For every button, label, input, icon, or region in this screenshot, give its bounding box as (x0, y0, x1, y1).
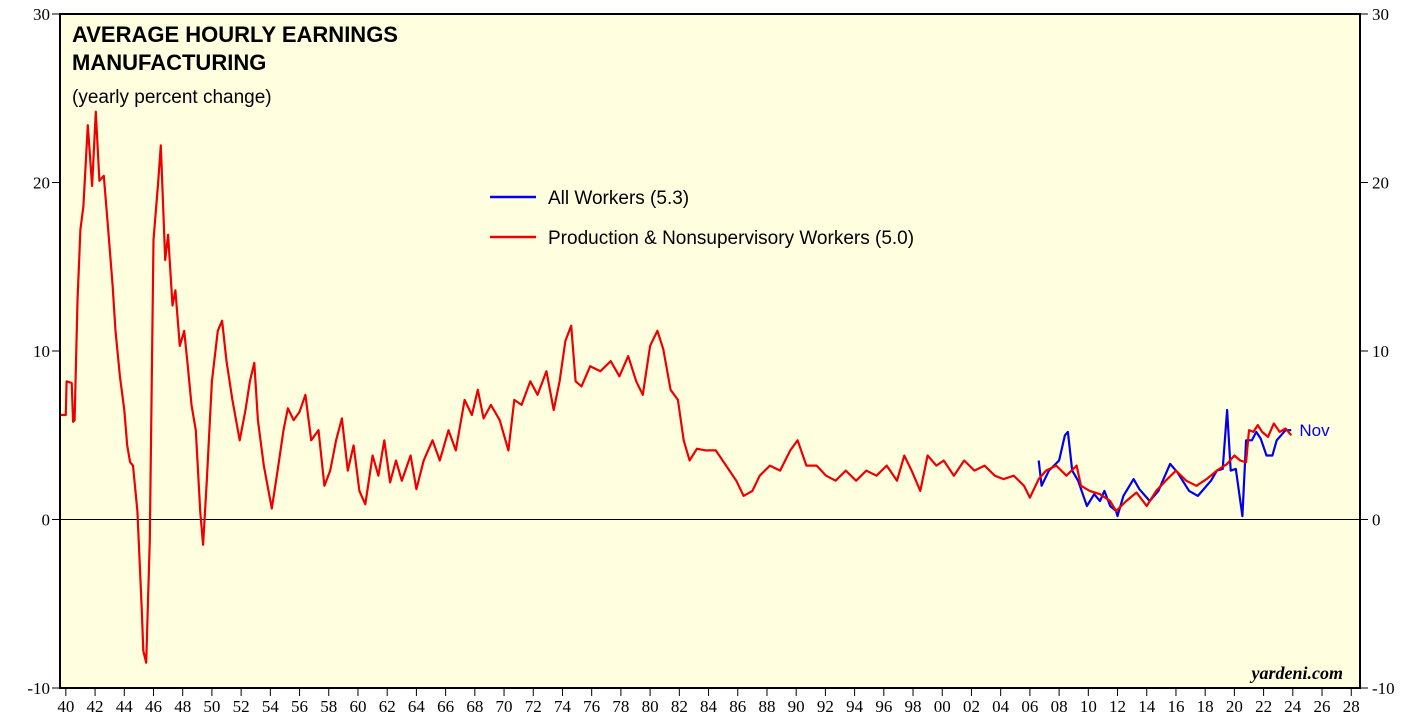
x-tick-label: 24 (1284, 697, 1302, 716)
y2-tick-label: 20 (1372, 174, 1389, 193)
y2-tick-label: -10 (1372, 679, 1395, 698)
x-tick-label: 44 (116, 697, 134, 716)
chart-subtitle: (yearly percent change) (72, 87, 272, 108)
y2-tick-label: 10 (1372, 342, 1389, 361)
x-tick-label: 16 (1167, 697, 1184, 716)
x-tick-label: 66 (437, 697, 454, 716)
legend-label: All Workers (5.3) (548, 188, 689, 209)
x-tick-label: 10 (1080, 697, 1097, 716)
x-tick-label: 64 (408, 697, 426, 716)
chart-title: AVERAGE HOURLY EARNINGS (72, 22, 398, 47)
x-tick-label: 98 (905, 697, 922, 716)
x-tick-label: 40 (57, 697, 74, 716)
x-tick-label: 62 (379, 697, 396, 716)
end-label: Nov (1299, 421, 1330, 440)
x-tick-label: 06 (1021, 697, 1038, 716)
x-tick-label: 74 (554, 697, 572, 716)
legend-label: Production & Nonsupervisory Workers (5.0… (548, 228, 914, 249)
x-tick-label: 46 (145, 697, 162, 716)
x-tick-label: 82 (671, 697, 688, 716)
x-tick-label: 76 (583, 697, 600, 716)
y-tick-label: -10 (27, 679, 50, 698)
series-line (60, 110, 1293, 664)
x-tick-label: 96 (875, 697, 892, 716)
x-tick-label: 12 (1109, 697, 1126, 716)
x-tick-label: 52 (233, 697, 250, 716)
x-tick-label: 68 (466, 697, 483, 716)
y-tick-label: 10 (33, 342, 50, 361)
x-tick-label: 28 (1343, 697, 1360, 716)
y-tick-label: 20 (33, 174, 50, 193)
x-tick-label: 92 (817, 697, 834, 716)
series-line (1037, 408, 1292, 518)
source: yardeni.com (1250, 663, 1344, 683)
x-tick-label: 08 (1051, 697, 1068, 716)
y2-tick-label: 30 (1372, 5, 1389, 24)
x-tick-label: 00 (934, 697, 951, 716)
x-tick-label: 04 (992, 697, 1010, 716)
x-tick-label: 80 (642, 697, 659, 716)
y-tick-label: 30 (33, 5, 50, 24)
x-tick-label: 86 (729, 697, 746, 716)
x-tick-label: 22 (1255, 697, 1272, 716)
chart-title: MANUFACTURING (72, 50, 266, 75)
y2-tick-label: 0 (1372, 511, 1381, 530)
x-tick-label: 90 (788, 697, 805, 716)
x-tick-label: 02 (963, 697, 980, 716)
x-tick-label: 72 (525, 697, 542, 716)
x-tick-label: 60 (349, 697, 366, 716)
x-tick-label: 48 (174, 697, 191, 716)
x-tick-label: 58 (320, 697, 337, 716)
x-tick-label: 50 (203, 697, 220, 716)
x-tick-label: 70 (496, 697, 513, 716)
y-tick-label: 0 (42, 511, 51, 530)
x-tick-label: 42 (87, 697, 104, 716)
x-tick-label: 78 (612, 697, 629, 716)
plot-area (60, 14, 1360, 688)
x-tick-label: 94 (846, 697, 864, 716)
x-tick-label: 14 (1138, 697, 1156, 716)
plot-frame (59, 13, 1361, 689)
x-tick-label: 84 (700, 697, 718, 716)
x-tick-label: 26 (1314, 697, 1331, 716)
x-tick-label: 56 (291, 697, 308, 716)
x-tick-label: 20 (1226, 697, 1243, 716)
x-tick-label: 18 (1197, 697, 1214, 716)
x-tick-label: 88 (758, 697, 775, 716)
x-tick-label: 54 (262, 697, 280, 716)
